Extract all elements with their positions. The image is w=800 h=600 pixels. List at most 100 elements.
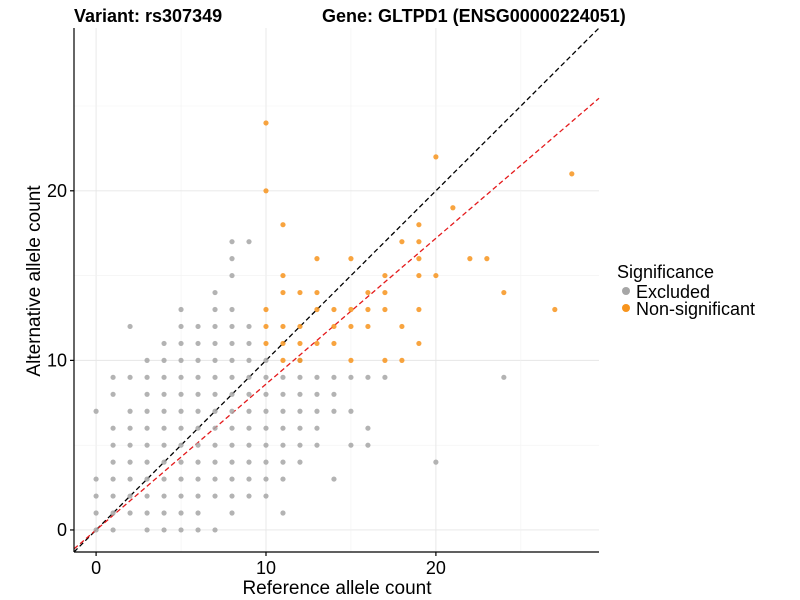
point-excluded <box>178 527 184 533</box>
point-excluded <box>263 391 269 397</box>
legend-label-non-significant: Non-significant <box>636 299 755 319</box>
point-excluded <box>93 476 99 482</box>
point-excluded <box>144 476 150 482</box>
y-tick-label: 10 <box>47 350 67 370</box>
point-excluded <box>229 357 235 363</box>
point-excluded <box>144 425 150 431</box>
point-excluded <box>178 459 184 465</box>
point-non-significant <box>382 289 388 296</box>
reference-line-identity <box>73 27 600 553</box>
point-excluded <box>178 510 184 516</box>
point-non-significant <box>399 357 405 363</box>
point-excluded <box>229 256 235 262</box>
point-excluded <box>246 340 252 347</box>
point-excluded <box>365 442 371 448</box>
point-non-significant <box>484 256 490 262</box>
point-excluded <box>348 442 354 448</box>
point-non-significant <box>433 154 439 160</box>
point-excluded <box>195 391 201 397</box>
data-points <box>93 120 575 533</box>
point-excluded <box>195 493 201 499</box>
point-excluded <box>314 408 320 414</box>
point-non-significant <box>467 256 473 262</box>
point-excluded <box>178 357 184 363</box>
point-excluded <box>195 459 201 465</box>
point-excluded <box>297 408 303 414</box>
point-excluded <box>212 357 218 363</box>
point-excluded <box>195 357 201 363</box>
point-excluded <box>110 527 116 533</box>
point-excluded <box>93 493 99 499</box>
point-excluded <box>144 408 150 414</box>
point-non-significant <box>348 357 354 363</box>
point-excluded <box>195 374 201 380</box>
point-excluded <box>127 510 133 516</box>
point-excluded <box>280 442 286 448</box>
legend-key-non-significant <box>622 304 630 312</box>
tick-labels: 0 10 20 0 10 20 <box>47 181 446 578</box>
x-tick-label: 20 <box>426 558 446 578</box>
point-excluded <box>246 239 252 245</box>
point-excluded <box>246 476 252 482</box>
reference-lines <box>73 27 600 553</box>
point-excluded <box>144 391 150 397</box>
point-non-significant <box>331 340 337 347</box>
point-excluded <box>212 289 218 296</box>
point-excluded <box>263 374 269 380</box>
point-non-significant <box>331 323 337 330</box>
plot-axes <box>73 28 599 553</box>
point-excluded <box>161 493 167 499</box>
point-excluded <box>110 476 116 482</box>
point-excluded <box>195 442 201 448</box>
point-non-significant <box>433 272 439 279</box>
point-excluded <box>263 459 269 465</box>
point-excluded <box>229 476 235 482</box>
point-non-significant <box>399 323 405 330</box>
point-non-significant <box>314 340 320 347</box>
x-tick-label: 10 <box>256 558 276 578</box>
point-non-significant <box>297 323 303 330</box>
point-excluded <box>212 391 218 397</box>
point-excluded <box>161 374 167 380</box>
point-non-significant <box>348 256 354 262</box>
point-non-significant <box>552 306 558 313</box>
point-non-significant <box>280 323 286 330</box>
point-excluded <box>110 459 116 465</box>
point-non-significant <box>365 289 371 296</box>
point-excluded <box>263 493 269 499</box>
point-excluded <box>110 442 116 448</box>
point-excluded <box>212 442 218 448</box>
point-excluded <box>229 425 235 431</box>
point-excluded <box>297 391 303 397</box>
point-excluded <box>246 374 252 380</box>
point-excluded <box>263 357 269 363</box>
chart-title-right: Gene: GLTPD1 (ENSG00000224051) <box>322 6 626 26</box>
point-excluded <box>110 425 116 431</box>
point-excluded <box>93 408 99 414</box>
point-excluded <box>161 408 167 414</box>
point-excluded <box>178 374 184 380</box>
y-axis-label: Alternative allele count <box>24 185 45 377</box>
point-excluded <box>212 323 218 330</box>
point-excluded <box>348 374 354 380</box>
point-non-significant <box>501 289 507 296</box>
point-excluded <box>212 527 218 533</box>
point-excluded <box>161 476 167 482</box>
point-excluded <box>212 306 218 313</box>
point-non-significant <box>280 357 286 363</box>
point-excluded <box>314 391 320 397</box>
point-excluded <box>178 425 184 431</box>
point-excluded <box>144 527 150 533</box>
point-excluded <box>212 476 218 482</box>
point-non-significant <box>416 272 422 279</box>
point-excluded <box>144 493 150 499</box>
point-excluded <box>195 323 201 330</box>
point-excluded <box>229 510 235 516</box>
point-excluded <box>195 527 201 533</box>
point-excluded <box>331 374 337 380</box>
point-excluded <box>212 374 218 380</box>
legend-label-excluded: Excluded <box>636 282 710 302</box>
point-non-significant <box>416 306 422 313</box>
